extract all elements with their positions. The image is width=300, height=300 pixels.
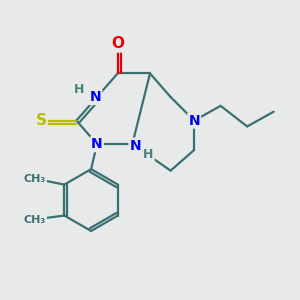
Text: CH₃: CH₃ xyxy=(24,174,46,184)
Text: N: N xyxy=(90,90,101,104)
Text: O: O xyxy=(111,37,124,52)
Text: H: H xyxy=(143,148,154,161)
Text: N: N xyxy=(188,114,200,128)
Text: N: N xyxy=(91,137,103,151)
Text: S: S xyxy=(36,113,46,128)
Text: N: N xyxy=(130,139,141,153)
Text: H: H xyxy=(74,83,85,96)
Text: CH₃: CH₃ xyxy=(24,215,46,225)
